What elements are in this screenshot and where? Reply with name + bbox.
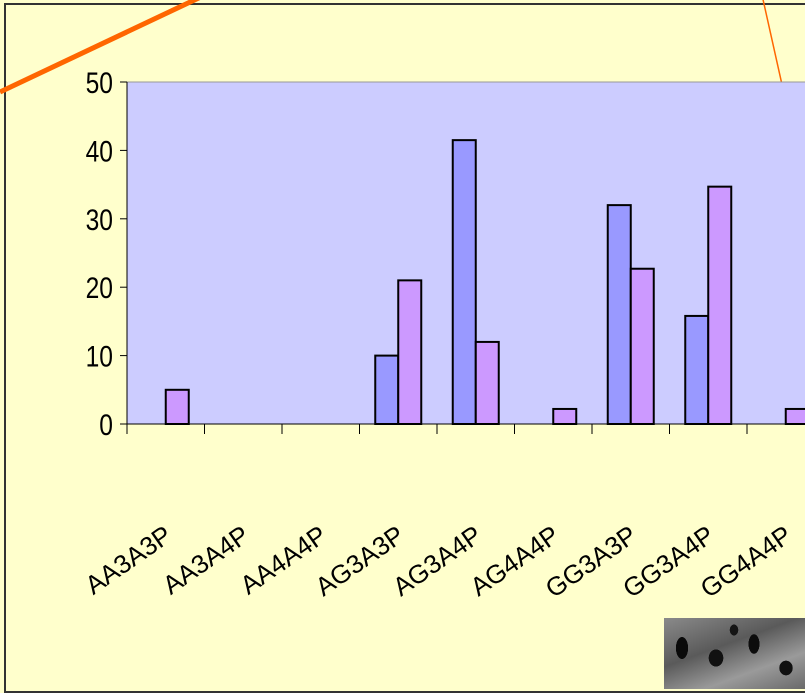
- bar-series1-GG3A3P: [606, 204, 632, 425]
- decorative-line-thick: [0, 0, 201, 95]
- y-tick-label: 40: [86, 134, 113, 168]
- y-tick-label: 20: [86, 271, 113, 305]
- bar-series1-AG3A3P: [374, 354, 400, 426]
- x-tick-label: AA3A4P: [157, 519, 255, 600]
- x-tick-label: AA3A3P: [79, 519, 177, 600]
- bar-series1-GG3A4P: [684, 314, 710, 426]
- y-tick-label: 10: [86, 339, 113, 373]
- y-tick-label: 30: [86, 202, 113, 236]
- bar-series2-AG3A3P: [397, 279, 423, 425]
- bar-series2-AG4A4P: [552, 407, 578, 425]
- bar-series1-AG3A4P: [451, 139, 477, 425]
- y-tick-label: 50: [86, 66, 113, 100]
- y-tick-label: 0: [99, 408, 113, 442]
- bar-series2-GG4A4P: [784, 407, 805, 425]
- bar-series2-AA3A3P: [164, 388, 190, 425]
- bar-series2-AG3A4P: [474, 340, 500, 426]
- photo-thumbnail: [664, 618, 805, 689]
- bar-series2-GG3A3P: [629, 267, 655, 425]
- bar-series2-GG3A4P: [707, 185, 733, 425]
